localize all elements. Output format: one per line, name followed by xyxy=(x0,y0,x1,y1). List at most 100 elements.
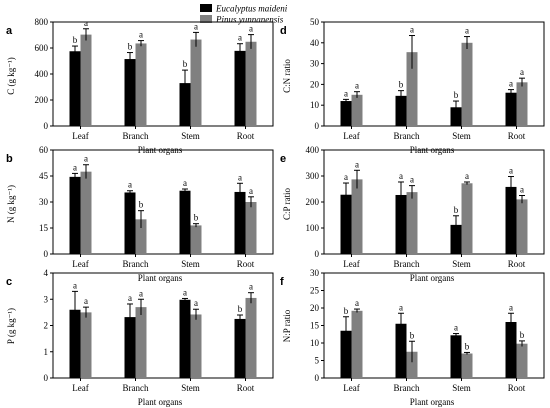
significance-letter: a xyxy=(454,323,458,333)
x-axis-title: Plant organs xyxy=(138,273,183,283)
y-tick-label: 0 xyxy=(315,249,320,259)
bar xyxy=(80,312,92,378)
y-tick-label: 30 xyxy=(39,197,49,207)
bar xyxy=(135,307,147,378)
significance-letter: b xyxy=(183,59,188,69)
significance-letter: a xyxy=(249,282,253,292)
significance-letter: a xyxy=(194,21,198,31)
x-tick-label: Root xyxy=(508,259,526,269)
significance-letter: a xyxy=(344,172,348,182)
significance-letter: a xyxy=(509,302,513,312)
x-axis-title: Plant organs xyxy=(410,397,455,407)
bar xyxy=(179,83,191,126)
significance-letter: a xyxy=(355,159,359,169)
y-tick-label: 20 xyxy=(310,79,320,89)
bar xyxy=(450,107,462,126)
bar xyxy=(190,39,202,126)
x-tick-label: Stem xyxy=(181,383,200,393)
x-tick-label: Branch xyxy=(394,259,420,269)
y-tick-label: 50 xyxy=(310,17,320,27)
y-tick-label: 5 xyxy=(315,356,320,366)
x-tick-label: Leaf xyxy=(72,131,88,141)
significance-letter: a xyxy=(355,81,359,91)
significance-letter: b xyxy=(410,330,415,340)
bar xyxy=(340,101,352,126)
bar xyxy=(395,95,407,126)
bar xyxy=(351,94,363,126)
bar xyxy=(351,310,363,378)
y-tick-label: 25 xyxy=(310,286,320,296)
significance-letter: a xyxy=(128,180,132,190)
y-tick-label: 400 xyxy=(306,145,320,155)
y-axis-title: N (g kg⁻¹) xyxy=(6,185,16,223)
bar xyxy=(135,219,147,254)
x-axis-title: Plant organs xyxy=(410,273,455,283)
y-tick-label: 45 xyxy=(39,171,49,181)
y-axis-title: C (g kg⁻¹) xyxy=(6,57,16,94)
x-tick-label: Root xyxy=(237,131,255,141)
x-tick-label: Branch xyxy=(394,383,420,393)
panel-letter: b xyxy=(6,153,13,165)
significance-letter: a xyxy=(520,67,524,77)
significance-letter: b xyxy=(73,35,78,45)
bar xyxy=(69,51,81,126)
y-tick-label: 200 xyxy=(35,95,49,105)
significance-letter: a xyxy=(410,175,414,185)
y-tick-label: 30 xyxy=(310,59,320,69)
y-tick-label: 10 xyxy=(310,338,320,348)
bar xyxy=(450,335,462,378)
significance-letter: b xyxy=(454,90,459,100)
y-tick-label: 300 xyxy=(306,171,320,181)
bar xyxy=(80,34,92,126)
y-tick-label: 0 xyxy=(315,373,320,383)
x-tick-label: Stem xyxy=(181,259,200,269)
x-tick-label: Root xyxy=(508,383,526,393)
bar xyxy=(351,179,363,254)
bar xyxy=(179,299,191,378)
y-tick-label: 40 xyxy=(310,38,320,48)
bar xyxy=(124,317,136,378)
x-tick-label: Branch xyxy=(123,259,149,269)
bar xyxy=(505,322,517,378)
panel-letter: f xyxy=(280,276,284,288)
y-tick-label: 600 xyxy=(35,43,49,53)
bar xyxy=(124,192,136,254)
significance-letter: b xyxy=(344,306,349,316)
y-tick-label: 15 xyxy=(39,223,49,233)
significance-letter: a xyxy=(249,186,253,196)
x-tick-label: Branch xyxy=(394,131,420,141)
bar xyxy=(179,190,191,254)
significance-letter: a xyxy=(520,185,524,195)
significance-letter: a xyxy=(355,298,359,308)
significance-letter: a xyxy=(465,171,469,181)
bar xyxy=(69,176,81,254)
panel-letter: e xyxy=(280,153,286,165)
legend-swatch xyxy=(200,4,212,12)
significance-letter: b xyxy=(465,341,470,351)
x-tick-label: Leaf xyxy=(72,383,88,393)
significance-letter: a xyxy=(410,25,414,35)
bar xyxy=(406,192,418,254)
plot-frame xyxy=(323,21,545,127)
x-tick-label: Leaf xyxy=(343,259,359,269)
significance-letter: a xyxy=(183,178,187,188)
y-tick-label: 60 xyxy=(39,145,49,155)
y-tick-label: 10 xyxy=(310,100,320,110)
y-tick-label: 3 xyxy=(44,294,49,304)
bar xyxy=(234,191,246,254)
bar xyxy=(516,343,528,378)
x-tick-label: Leaf xyxy=(343,131,359,141)
bar xyxy=(461,42,473,126)
y-tick-label: 1 xyxy=(44,347,49,357)
x-axis-title: Plant organs xyxy=(138,397,183,407)
bar xyxy=(69,309,81,378)
bar xyxy=(234,318,246,378)
significance-letter: b xyxy=(520,330,525,340)
x-tick-label: Root xyxy=(508,131,526,141)
